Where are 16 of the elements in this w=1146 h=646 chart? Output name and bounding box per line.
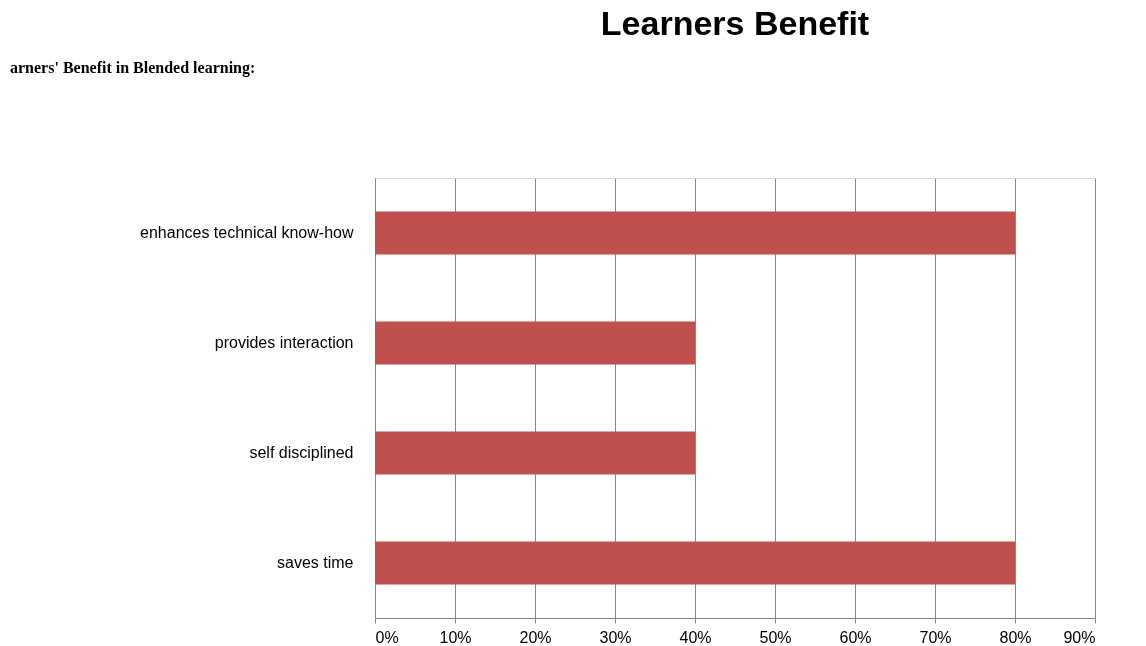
- y-tick-label: provides interaction: [214, 334, 354, 351]
- x-tick-label: 0%: [375, 628, 399, 646]
- x-tick-label: 50%: [759, 628, 792, 646]
- chart-title: Learners Benefit: [600, 4, 870, 42]
- x-tick-label: 30%: [599, 628, 632, 646]
- x-tick-label: 60%: [839, 628, 872, 646]
- y-tick-label: enhances technical know-how: [140, 224, 354, 241]
- x-tick-label: 70%: [919, 628, 952, 646]
- x-tick-label: 10%: [439, 628, 472, 646]
- x-tick-label: 90%: [1063, 628, 1096, 646]
- text: arners' Benefit in Blended learning:: [10, 59, 256, 77]
- y-tick-label: self disciplined: [249, 444, 354, 461]
- x-tick-label: 20%: [519, 628, 552, 646]
- y-tick-label: saves time: [277, 554, 354, 571]
- x-tick-label: 40%: [679, 628, 712, 646]
- x-tick-label: 80%: [999, 628, 1032, 646]
